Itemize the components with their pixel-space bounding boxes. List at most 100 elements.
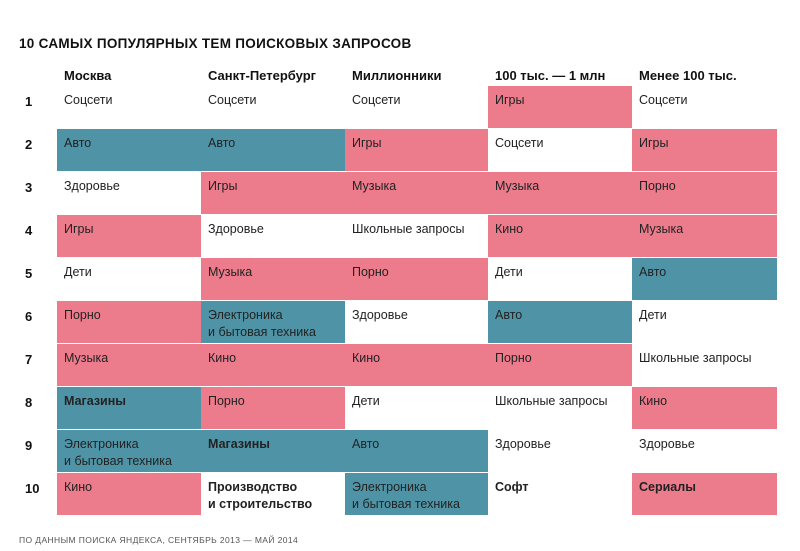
- cell-text-line: Здоровье: [639, 437, 695, 451]
- table-cell: Электроника и бытовая техника: [345, 473, 488, 515]
- rank-number: 4: [25, 223, 33, 238]
- table-row: 8 Магазины Порно Дети Школьные запросы Кино: [0, 387, 800, 430]
- table-cell: Магазины: [201, 430, 345, 472]
- cell-text-line: Соцсети: [495, 136, 544, 150]
- table-cell: Магазины: [57, 387, 201, 429]
- cell-text-line: Кино: [208, 351, 237, 365]
- table-cell: Кино: [201, 344, 345, 386]
- cell-text-line: Музыка: [208, 265, 253, 279]
- table-row: 6 Порно Электроника и бытовая техника Здоров…: [0, 301, 800, 344]
- cell-text-line: Магазины: [208, 437, 270, 451]
- table-row: 7 Музыка Кино Кино Порно Школьные запросы: [0, 344, 800, 387]
- table-row: 2 Авто Авто Игры Соцсети Игры: [0, 129, 800, 172]
- table-row: 1 Соцсети Соцсети Соцсети Игры Соцсети: [0, 86, 800, 129]
- cell-text-line: и бытовая техника: [208, 325, 316, 339]
- table-cell: Здоровье: [488, 430, 632, 472]
- cell-text-line: Дети: [639, 308, 667, 322]
- column-header-100k-1m: 100 тыс. — 1 млн: [495, 68, 606, 83]
- column-header-spb: Санкт-Петербург: [208, 68, 317, 83]
- table-cell: Кино: [632, 387, 777, 429]
- cell-text-line: Авто: [64, 136, 92, 150]
- column-header-under-100k: Менее 100 тыс.: [639, 68, 737, 83]
- cell-text-line: Авто: [639, 265, 667, 279]
- table-cell: Дети: [632, 301, 777, 343]
- cell-text-line: Соцсети: [352, 93, 401, 107]
- cell-text-line: и бытовая техника: [64, 454, 172, 468]
- table-cell: Авто: [201, 129, 345, 171]
- cell-text-line: Дети: [64, 265, 92, 279]
- table-cell: Софт: [488, 473, 632, 515]
- table-cell: Соцсети: [345, 86, 488, 128]
- cell-text-line: Магазины: [64, 394, 126, 408]
- table-cell: Порно: [201, 387, 345, 429]
- cell-text-line: Соцсети: [64, 93, 113, 107]
- cell-text-line: Порно: [495, 351, 532, 365]
- table-cell: Порно: [345, 258, 488, 300]
- rank-number: 7: [25, 352, 33, 367]
- page-title: 10 САМЫХ ПОПУЛЯРНЫХ ТЕМ ПОИСКОВЫХ ЗАПРОС…: [19, 36, 412, 51]
- cell-text-line: Здоровье: [208, 222, 264, 236]
- table-cell: Школьные запросы: [345, 215, 488, 257]
- rank-number: 6: [25, 309, 33, 324]
- table-cell: Музыка: [345, 172, 488, 214]
- table-cell: Авто: [345, 430, 488, 472]
- rank-number: 2: [25, 137, 33, 152]
- cell-text-line: Кино: [352, 351, 381, 365]
- cell-text-line: Дети: [495, 265, 523, 279]
- rank-number: 3: [25, 180, 33, 195]
- cell-text-line: Игры: [352, 136, 382, 150]
- rank-number: 10: [25, 481, 40, 496]
- table-row: 5 Дети Музыка Порно Дети Авто: [0, 258, 800, 301]
- cell-text-line: и бытовая техника: [352, 497, 460, 511]
- cell-text-line: Игры: [495, 93, 525, 107]
- cell-text-line: Музыка: [64, 351, 109, 365]
- table-cell: Сериалы: [632, 473, 777, 515]
- rank-number: 1: [25, 94, 33, 109]
- source-note: ПО ДАННЫМ ПОИСКА ЯНДЕКСА, СЕНТЯБРЬ 2013 …: [19, 535, 299, 545]
- cell-text-line: Авто: [352, 437, 380, 451]
- table-row: 9 Электроника и бытовая техника Магазины Авт…: [0, 430, 800, 473]
- table-cell: Кино: [488, 215, 632, 257]
- cell-text-line: Софт: [495, 480, 529, 494]
- cell-text-line: Порно: [639, 179, 676, 193]
- cell-text-line: Игры: [208, 179, 238, 193]
- table-cell: Электроника и бытовая техника: [201, 301, 345, 343]
- table-cell: Здоровье: [201, 215, 345, 257]
- table-cell: Игры: [201, 172, 345, 214]
- cell-text-line: Музыка: [352, 179, 397, 193]
- cell-text-line: Школьные запросы: [495, 394, 608, 408]
- cell-text-line: Сериалы: [639, 480, 696, 494]
- cell-text-line: Кино: [639, 394, 668, 408]
- table-cell: Музыка: [488, 172, 632, 214]
- table-cell: Соцсети: [57, 86, 201, 128]
- table-cell: Музыка: [201, 258, 345, 300]
- table-cell: Соцсети: [488, 129, 632, 171]
- table-cell: Здоровье: [57, 172, 201, 214]
- rank-number: 9: [25, 438, 33, 453]
- table-cell: Музыка: [57, 344, 201, 386]
- cell-text-line: Здоровье: [495, 437, 551, 451]
- rank-number: 5: [25, 266, 33, 281]
- table-cell: Дети: [345, 387, 488, 429]
- table-cell: Дети: [57, 258, 201, 300]
- table-cell: Школьные запросы: [488, 387, 632, 429]
- column-header-moscow: Москва: [64, 68, 112, 83]
- cell-text-line: Электроника: [208, 308, 283, 322]
- table-cell: Авто: [57, 129, 201, 171]
- table-cell: Здоровье: [632, 430, 777, 472]
- cell-text-line: Школьные запросы: [352, 222, 465, 236]
- table-cell: Порно: [57, 301, 201, 343]
- cell-text-line: Кино: [495, 222, 524, 236]
- table-cell: Порно: [632, 172, 777, 214]
- table-cell: Кино: [345, 344, 488, 386]
- cell-text-line: Здоровье: [352, 308, 408, 322]
- table-cell: Производство и строительство: [201, 473, 345, 515]
- table-cell: Школьные запросы: [632, 344, 777, 386]
- cell-text-line: Порно: [208, 394, 245, 408]
- table-cell: Порно: [488, 344, 632, 386]
- table-row: 10 Кино Производство и строительство Электро…: [0, 473, 800, 516]
- cell-text-line: Здоровье: [64, 179, 120, 193]
- table-row: 3 Здоровье Игры Музыка Музыка Порно: [0, 172, 800, 215]
- table-cell: Здоровье: [345, 301, 488, 343]
- cell-text-line: Соцсети: [639, 93, 688, 107]
